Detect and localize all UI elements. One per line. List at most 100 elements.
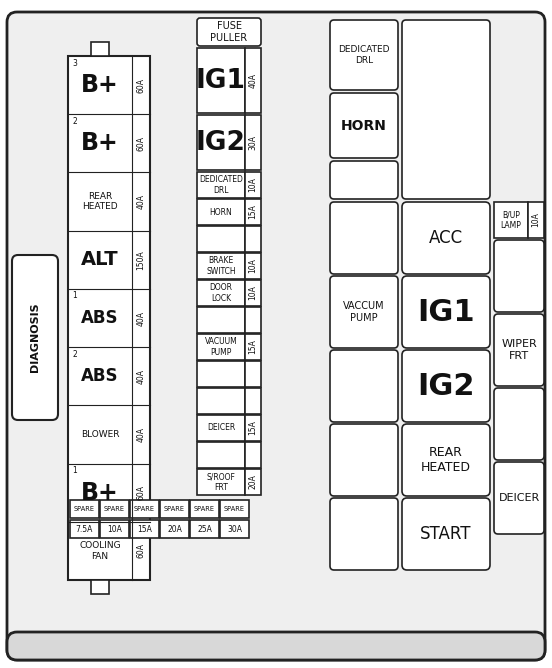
Bar <box>197 172 245 198</box>
Text: 7.5A: 7.5A <box>76 524 93 534</box>
Text: DEDICATED
DRL: DEDICATED DRL <box>199 175 243 194</box>
Bar <box>100 500 129 518</box>
Bar <box>494 202 528 238</box>
Text: 30A: 30A <box>248 135 257 150</box>
Text: S/ROOF
FRT: S/ROOF FRT <box>206 472 236 492</box>
Text: DEICER: DEICER <box>498 493 540 503</box>
Text: 25A: 25A <box>197 524 212 534</box>
Text: SPARE: SPARE <box>104 506 125 512</box>
FancyBboxPatch shape <box>7 12 545 660</box>
Text: DIAGNOSIS: DIAGNOSIS <box>30 303 40 372</box>
Bar <box>197 442 245 468</box>
Text: 10A: 10A <box>107 524 122 534</box>
Bar <box>190 520 219 538</box>
Text: BRAKE
SWITCH: BRAKE SWITCH <box>206 257 236 276</box>
Bar <box>197 469 245 495</box>
FancyBboxPatch shape <box>330 202 398 274</box>
Text: DEICER: DEICER <box>207 424 235 432</box>
Text: 10A: 10A <box>248 285 257 301</box>
Bar <box>197 199 245 225</box>
FancyBboxPatch shape <box>7 632 545 660</box>
Text: 15A: 15A <box>248 339 257 355</box>
FancyBboxPatch shape <box>330 276 398 348</box>
Text: B+: B+ <box>81 132 119 156</box>
Bar <box>245 226 261 252</box>
Bar <box>245 469 261 495</box>
Bar <box>245 172 261 198</box>
Bar <box>91 42 109 56</box>
Text: IG2: IG2 <box>196 130 246 156</box>
Text: VACCUM
PUMP: VACCUM PUMP <box>343 301 385 323</box>
Bar <box>245 307 261 333</box>
Text: SPARE: SPARE <box>224 506 245 512</box>
Text: 10A: 10A <box>532 212 540 227</box>
FancyBboxPatch shape <box>402 498 490 570</box>
Bar <box>100 520 129 538</box>
Bar <box>245 48 261 113</box>
Text: SPARE: SPARE <box>74 506 95 512</box>
Bar <box>130 520 159 538</box>
Text: 2: 2 <box>73 117 77 126</box>
FancyBboxPatch shape <box>402 424 490 496</box>
FancyBboxPatch shape <box>12 255 58 420</box>
Text: 1: 1 <box>73 466 77 475</box>
Text: 10A: 10A <box>248 259 257 273</box>
Bar <box>245 253 261 279</box>
Text: 40A: 40A <box>136 369 146 383</box>
FancyBboxPatch shape <box>330 350 398 422</box>
Bar <box>197 361 245 387</box>
Text: B/UP
LAMP: B/UP LAMP <box>501 210 522 230</box>
FancyBboxPatch shape <box>330 498 398 570</box>
FancyBboxPatch shape <box>330 424 398 496</box>
Bar <box>68 56 150 580</box>
Bar <box>245 280 261 306</box>
Bar <box>220 520 249 538</box>
Text: 20A: 20A <box>167 524 182 534</box>
FancyBboxPatch shape <box>494 314 544 386</box>
Text: SPARE: SPARE <box>164 506 185 512</box>
FancyBboxPatch shape <box>402 20 490 199</box>
FancyBboxPatch shape <box>402 350 490 422</box>
Text: 30A: 30A <box>227 524 242 534</box>
Text: DEDICATED
DRL: DEDICATED DRL <box>338 45 390 65</box>
Text: SPARE: SPARE <box>134 506 155 512</box>
Bar <box>91 580 109 594</box>
Bar <box>160 500 189 518</box>
Text: 1: 1 <box>73 291 77 301</box>
Text: B+: B+ <box>81 73 119 97</box>
Text: ABS: ABS <box>81 309 119 327</box>
FancyBboxPatch shape <box>197 18 261 46</box>
Bar <box>245 199 261 225</box>
Bar <box>245 361 261 387</box>
Bar <box>160 520 189 538</box>
Bar <box>528 202 544 238</box>
Bar <box>197 253 245 279</box>
Text: 60A: 60A <box>136 77 146 93</box>
Text: 15A: 15A <box>137 524 152 534</box>
Text: REAR
HEATED: REAR HEATED <box>421 446 471 474</box>
Bar <box>245 334 261 360</box>
Text: IG1: IG1 <box>417 297 475 327</box>
Text: DOOR
LOCK: DOOR LOCK <box>210 283 232 303</box>
Text: COOLING
FAN: COOLING FAN <box>79 541 121 560</box>
Text: 60A: 60A <box>136 543 146 558</box>
Text: 3: 3 <box>72 59 77 67</box>
Text: IG2: IG2 <box>417 371 475 401</box>
Text: 40A: 40A <box>248 73 257 88</box>
FancyBboxPatch shape <box>330 93 398 158</box>
Text: 15A: 15A <box>248 421 257 436</box>
Text: WIPER
FRT: WIPER FRT <box>501 339 537 361</box>
Text: ALT: ALT <box>81 250 119 269</box>
Text: ACC: ACC <box>429 229 463 247</box>
Bar <box>197 115 245 170</box>
Bar <box>245 415 261 441</box>
Bar <box>70 520 99 538</box>
Text: 60A: 60A <box>136 136 146 151</box>
FancyBboxPatch shape <box>330 20 398 90</box>
Bar <box>197 415 245 441</box>
Bar <box>197 280 245 306</box>
Bar <box>245 442 261 468</box>
Bar <box>197 226 245 252</box>
Text: 40A: 40A <box>136 311 146 325</box>
Text: BLOWER: BLOWER <box>81 430 119 439</box>
